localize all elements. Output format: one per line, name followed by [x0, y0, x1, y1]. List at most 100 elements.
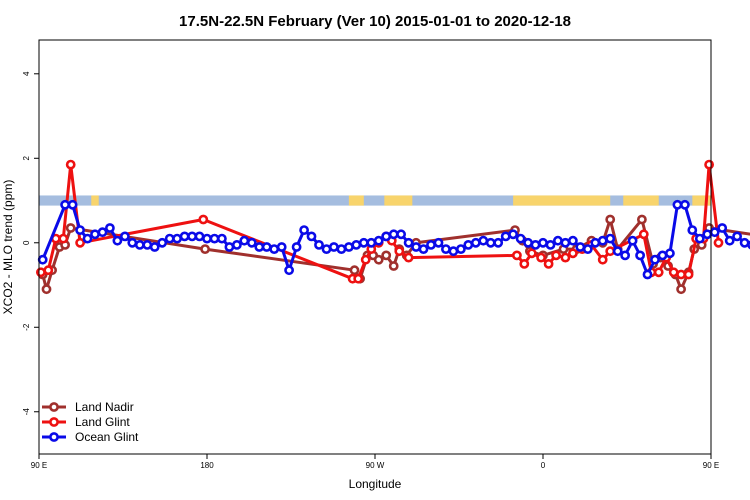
data-point	[665, 248, 675, 259]
data-point	[75, 225, 85, 235]
land-segment	[348, 195, 364, 206]
data-point	[653, 267, 664, 278]
data-point	[97, 227, 108, 238]
data-point	[179, 231, 190, 242]
data-point	[627, 235, 638, 246]
data-point	[65, 159, 76, 170]
legend-swatch-marker	[49, 417, 59, 427]
data-point	[37, 254, 48, 265]
data-point	[202, 233, 212, 244]
data-point	[597, 254, 608, 265]
data-point	[403, 237, 414, 248]
legend-item: Land Glint	[42, 415, 130, 429]
data-point	[373, 254, 384, 265]
data-point	[568, 235, 578, 246]
y-tick-label: 0	[22, 240, 31, 245]
data-point	[512, 250, 522, 261]
data-point	[299, 225, 309, 235]
data-point	[545, 239, 556, 250]
x-tick-label: 90 E	[31, 461, 47, 470]
y-tick-label: -2	[22, 323, 31, 331]
legend-item: Ocean Glint	[42, 430, 139, 444]
data-point	[336, 244, 347, 254]
data-point	[650, 254, 660, 265]
data-point	[694, 233, 705, 244]
data-point	[373, 235, 384, 246]
data-point	[43, 265, 54, 276]
data-point	[120, 231, 130, 242]
land-segment	[623, 195, 659, 206]
data-point	[605, 233, 616, 244]
data-point	[231, 239, 242, 250]
data-point	[536, 252, 546, 263]
y-axis: -4 -2 0 2 4	[22, 71, 39, 415]
land-segment	[91, 195, 99, 206]
data-point	[676, 269, 686, 280]
data-point	[612, 246, 623, 257]
data-point	[351, 239, 362, 250]
land-segment	[513, 195, 611, 206]
data-point	[403, 252, 414, 263]
data-point	[358, 237, 369, 248]
data-point	[568, 248, 578, 259]
series-layer	[36, 159, 750, 295]
data-point	[687, 225, 698, 235]
data-point	[127, 237, 138, 248]
data-point	[314, 239, 324, 250]
data-point	[194, 231, 205, 242]
x-tick-label: 90 E	[703, 461, 719, 470]
data-point	[261, 242, 272, 252]
data-point	[597, 235, 608, 246]
data-point	[172, 233, 182, 244]
data-point	[418, 244, 429, 254]
data-point	[582, 244, 593, 254]
data-point	[349, 265, 360, 276]
data-point	[732, 231, 742, 242]
data-point	[672, 199, 683, 210]
data-point	[433, 237, 444, 248]
data-point	[381, 250, 392, 261]
data-point	[620, 250, 630, 261]
data-point	[530, 239, 541, 250]
data-point	[157, 237, 168, 248]
data-point	[291, 242, 302, 252]
data-point	[526, 248, 537, 259]
data-point	[381, 231, 392, 242]
land-segment	[692, 195, 711, 206]
legend-swatch-marker	[49, 432, 59, 442]
data-point	[463, 239, 474, 250]
data-point	[538, 237, 548, 248]
data-point	[75, 237, 85, 248]
data-point	[680, 199, 690, 210]
land-mask-band	[39, 195, 711, 206]
data-point	[448, 246, 459, 257]
data-point	[353, 273, 364, 284]
series-ocean-glint	[37, 199, 750, 280]
data-point	[276, 242, 287, 252]
data-point	[560, 237, 571, 248]
x-tick-label: 180	[200, 461, 214, 470]
data-point	[739, 237, 750, 248]
data-point	[396, 229, 406, 240]
data-point	[455, 244, 466, 254]
data-point	[724, 235, 735, 246]
ocean-band	[39, 195, 711, 206]
land-segment	[384, 195, 413, 206]
data-point	[82, 233, 93, 244]
data-point	[493, 237, 504, 248]
legend-item: Land Nadir	[42, 400, 134, 414]
data-point	[394, 246, 405, 257]
x-axis-label: Longitude	[349, 477, 402, 491]
data-point	[605, 246, 616, 257]
data-point	[519, 258, 530, 269]
data-point	[41, 284, 52, 295]
data-point	[470, 237, 481, 248]
x-tick-label: 0	[541, 461, 546, 470]
data-point	[426, 239, 436, 250]
x-tick-label: 90 W	[366, 461, 385, 470]
legend-label: Land Nadir	[75, 400, 134, 414]
chart-title: 17.5N-22.5N February (Ver 10) 2015-01-01…	[179, 13, 571, 30]
data-point	[198, 214, 209, 225]
